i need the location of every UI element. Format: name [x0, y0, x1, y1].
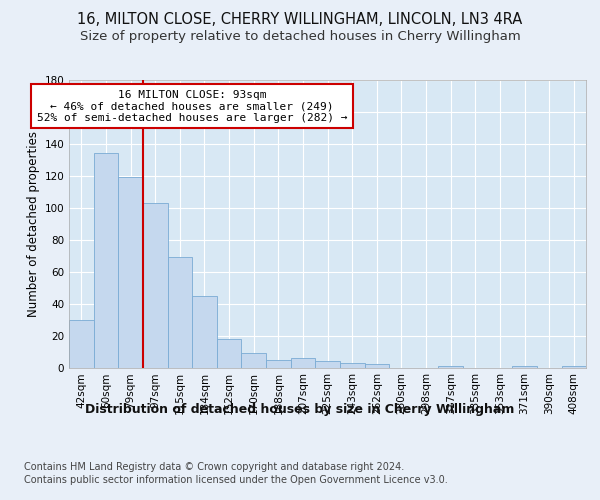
Bar: [340, 362, 365, 368]
Bar: [241, 353, 266, 368]
Bar: [290, 358, 315, 368]
Bar: [562, 366, 586, 368]
Text: Contains HM Land Registry data © Crown copyright and database right 2024.: Contains HM Land Registry data © Crown c…: [24, 462, 404, 472]
Bar: [167, 258, 192, 368]
Bar: [439, 366, 463, 368]
Text: Size of property relative to detached houses in Cherry Willingham: Size of property relative to detached ho…: [80, 30, 520, 43]
Bar: [217, 339, 241, 368]
Text: Distribution of detached houses by size in Cherry Willingham: Distribution of detached houses by size …: [85, 402, 515, 415]
Bar: [192, 296, 217, 368]
Text: 16, MILTON CLOSE, CHERRY WILLINGHAM, LINCOLN, LN3 4RA: 16, MILTON CLOSE, CHERRY WILLINGHAM, LIN…: [77, 12, 523, 28]
Bar: [143, 203, 167, 368]
Text: 16 MILTON CLOSE: 93sqm
← 46% of detached houses are smaller (249)
52% of semi-de: 16 MILTON CLOSE: 93sqm ← 46% of detached…: [37, 90, 347, 123]
Bar: [365, 364, 389, 368]
Bar: [94, 154, 118, 368]
Bar: [315, 361, 340, 368]
Bar: [266, 360, 290, 368]
Bar: [512, 366, 537, 368]
Y-axis label: Number of detached properties: Number of detached properties: [27, 130, 40, 317]
Bar: [118, 178, 143, 368]
Text: Contains public sector information licensed under the Open Government Licence v3: Contains public sector information licen…: [24, 475, 448, 485]
Bar: [69, 320, 94, 368]
